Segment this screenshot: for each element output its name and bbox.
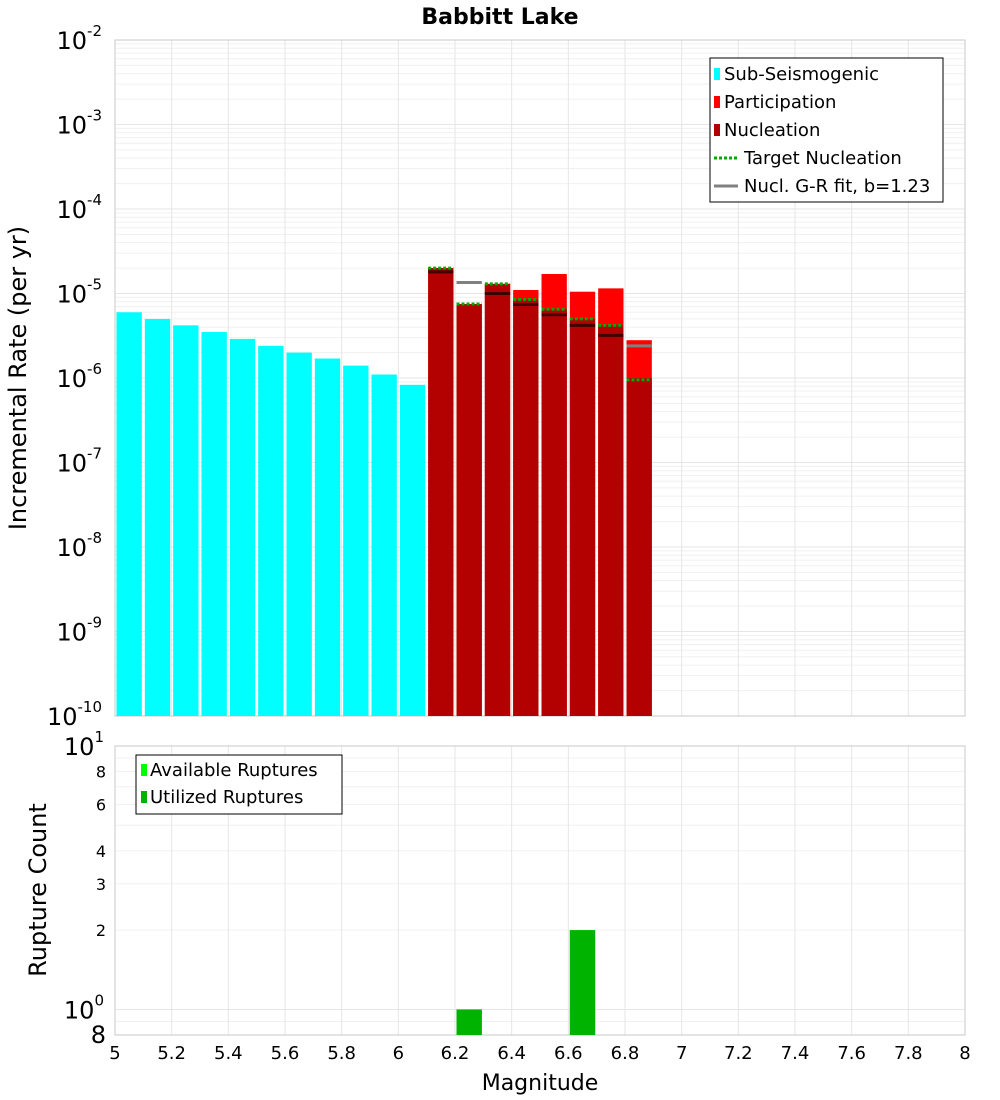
x-tick-labels: 5 5.2 5.4 5.6 5.8 6 6.2 6.4 6.6 6.8 7 7.2 7.4 7.6 7.8 8 — [109, 1043, 970, 1064]
top-step-lines — [428, 266, 652, 382]
bar-nucleation — [626, 378, 652, 716]
legend-label: Utilized Ruptures — [150, 787, 303, 808]
bar-nucleation — [428, 268, 454, 716]
x-tick-label: 5.2 — [157, 1043, 186, 1064]
bottom-legend-box — [135, 754, 343, 815]
x-tick-label: 6.4 — [497, 1043, 526, 1064]
bottom-y-minor-tick-label: 4 — [96, 842, 106, 861]
bar-nucleation — [513, 299, 539, 716]
bar-nucleation — [541, 309, 567, 716]
top-y-tick-label: 10-6 — [56, 360, 102, 393]
top-y-axis-label: Incremental Rate (per yr) — [4, 226, 32, 530]
bar-utilized-ruptures — [456, 1009, 482, 1035]
x-tick-label: 5.6 — [271, 1043, 300, 1064]
legend-swatch — [714, 68, 720, 80]
top-y-tick-labels: 10-2 10-3 10-4 10-5 10-6 10-7 10-8 10-9 10-10 — [47, 22, 102, 731]
x-tick-label: 6.6 — [554, 1043, 583, 1064]
legend-swatch — [714, 96, 720, 108]
legend-swatch — [141, 791, 147, 803]
legend-swatch — [714, 124, 720, 136]
bottom-y-minor-tick-label: 6 — [96, 795, 106, 814]
bottom-y-major-tick-label: 101 — [64, 728, 104, 761]
bar-sub-seismogenic — [258, 345, 284, 716]
bar-sub-seismogenic — [343, 365, 369, 716]
bar-sub-seismogenic — [314, 358, 341, 716]
bar-nucleation — [456, 304, 482, 716]
x-tick-label: 7.6 — [837, 1043, 866, 1064]
top-y-tick-label: 10-2 — [56, 22, 102, 55]
bar-sub-seismogenic — [201, 332, 227, 716]
top-y-tick-label: 10-3 — [56, 107, 102, 140]
top-y-tick-label: 10-9 — [56, 614, 102, 647]
x-tick-label: 7.2 — [724, 1043, 753, 1064]
x-axis-label: Magnitude — [482, 1071, 599, 1096]
top-y-tick-label: 10-8 — [56, 529, 102, 562]
bar-sub-seismogenic — [144, 318, 171, 716]
top-y-tick-label: 10-10 — [47, 698, 102, 731]
bar-utilized-ruptures — [569, 930, 596, 1035]
bottom-y-minor-tick-label: 8 — [96, 763, 106, 782]
chart-title: Babbitt Lake — [421, 5, 578, 30]
top-bars — [116, 268, 652, 716]
top-y-tick-label: 10-5 — [56, 276, 102, 309]
bottom-y-minor-tick-label: 2 — [96, 921, 106, 940]
top-legend-box — [709, 57, 944, 203]
x-tick-label: 7 — [676, 1043, 687, 1064]
legend-label: Target Nucleation — [743, 148, 902, 169]
top-plot-frame — [114, 39, 966, 717]
bottom-legend: Available Ruptures Utilized Ruptures — [135, 754, 343, 815]
bar-nucleation — [569, 318, 596, 716]
x-tick-label: 7.8 — [894, 1043, 923, 1064]
legend-label: Participation — [724, 92, 836, 113]
legend-swatch — [141, 764, 147, 776]
bottom-y-minor-tick-label: 3 — [96, 875, 106, 894]
top-y-tick-label: 10-4 — [56, 191, 102, 224]
legend-label: Nucl. G-R fit, b=1.23 — [744, 176, 930, 197]
x-tick-label: 5.4 — [214, 1043, 243, 1064]
top-gridlines — [114, 39, 966, 717]
legend-label: Available Ruptures — [150, 760, 318, 781]
top-y-tick-label: 10-7 — [56, 445, 102, 478]
bar-sub-seismogenic — [116, 312, 142, 716]
bar-sub-seismogenic — [173, 325, 199, 716]
bar-sub-seismogenic — [286, 352, 312, 716]
bottom-y-minor-tick-label: 8 — [91, 1021, 106, 1049]
x-tick-label: 6.8 — [611, 1043, 640, 1064]
bar-sub-seismogenic — [229, 338, 256, 716]
bar-nucleation — [484, 283, 511, 716]
bottom-bars — [456, 930, 596, 1035]
x-tick-label: 8 — [959, 1043, 970, 1064]
x-tick-label: 6 — [393, 1043, 404, 1064]
x-tick-label: 5.8 — [327, 1043, 356, 1064]
x-tick-label: 5 — [109, 1043, 120, 1064]
legend-label: Sub-Seismogenic — [724, 64, 879, 85]
x-tick-label: 7.4 — [781, 1043, 810, 1064]
bar-nucleation — [598, 325, 624, 716]
bar-sub-seismogenic — [399, 384, 426, 716]
bottom-y-major-tick-label: 100 — [64, 991, 104, 1024]
bottom-plot-frame — [114, 745, 966, 1036]
legend-label: Nucleation — [724, 120, 820, 141]
bottom-y-axis-label: Rupture Count — [24, 803, 52, 977]
bar-sub-seismogenic — [371, 374, 397, 716]
x-tick-label: 6.2 — [441, 1043, 470, 1064]
top-legend: Sub-Seismogenic Participation Nucleation Ta… — [709, 57, 944, 203]
